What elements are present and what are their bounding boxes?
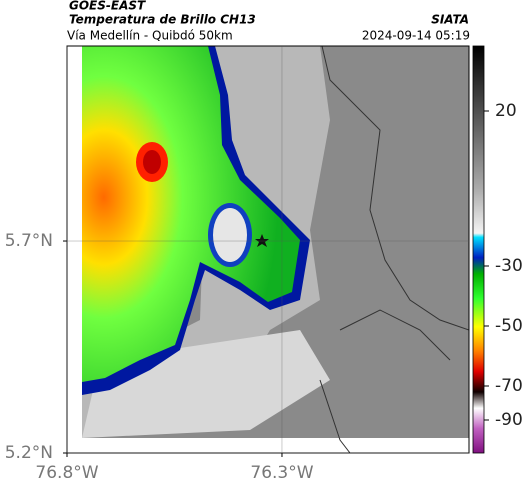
colorbar xyxy=(472,45,485,454)
colorbar-tick-label: -30 xyxy=(495,256,523,276)
satellite-image xyxy=(67,46,469,453)
colorbar-tick-label: -50 xyxy=(495,316,523,336)
lat-tick-label: 5.7°N xyxy=(5,231,53,251)
source: SIATA xyxy=(431,13,469,27)
lon-tick-label: 76.3°W xyxy=(250,463,313,483)
timestamp: 2024-09-14 05:19 xyxy=(362,29,470,43)
colorbar-tick-label: -70 xyxy=(495,376,523,396)
header: GOES-EAST Temperatura de Brillo CH13 Vía… xyxy=(67,0,470,43)
lon-tick-label: 76.8°W xyxy=(35,463,98,483)
colorbar-tick-label: -90 xyxy=(495,410,523,430)
product: Temperatura de Brillo CH13 xyxy=(69,13,256,27)
lat-tick-label: 5.2°N xyxy=(5,443,53,463)
satellite: GOES-EAST xyxy=(69,0,146,13)
colorbar-tick-label: 20 xyxy=(495,101,517,121)
route: Vía Medellín - Quibdó 50km xyxy=(67,29,233,43)
